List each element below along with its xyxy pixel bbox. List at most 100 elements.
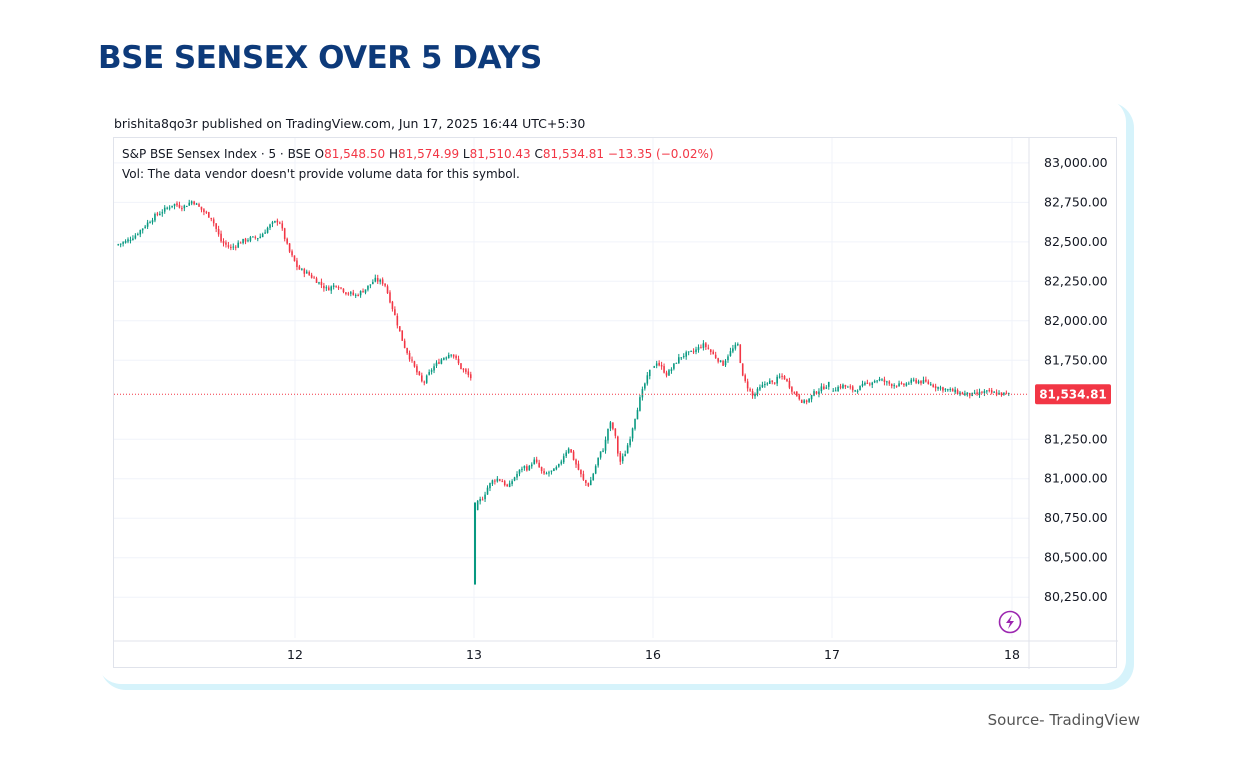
candle [639, 397, 641, 411]
candle [839, 386, 842, 388]
candle [340, 287, 342, 289]
candle [925, 379, 927, 382]
candle [932, 384, 934, 387]
candle [599, 451, 602, 458]
candle [1005, 392, 1008, 394]
candle [203, 209, 205, 212]
candle [372, 282, 374, 285]
candle [433, 366, 435, 371]
candle [827, 381, 830, 387]
candle [413, 361, 416, 367]
candle [438, 362, 440, 364]
candle [396, 315, 399, 326]
candle [283, 228, 286, 239]
candle [612, 422, 614, 429]
candle [993, 391, 995, 393]
candle [227, 245, 230, 247]
candle [166, 207, 168, 209]
candle [756, 388, 759, 394]
candle [185, 206, 188, 208]
candle [707, 347, 710, 349]
candle [917, 381, 920, 384]
candle [384, 283, 386, 286]
candle [859, 385, 861, 391]
candle [501, 481, 504, 483]
candle [425, 375, 428, 383]
candle [634, 419, 636, 429]
candle [741, 363, 744, 376]
candle [247, 240, 249, 242]
candle [665, 372, 668, 376]
candle [653, 366, 656, 368]
candle [687, 351, 690, 353]
candle [447, 354, 450, 359]
candle [729, 351, 732, 356]
candle [644, 383, 646, 389]
candle [685, 352, 687, 357]
candle [947, 389, 949, 391]
candle [183, 205, 186, 209]
candle [481, 499, 484, 501]
candle [910, 379, 913, 383]
candle [555, 467, 558, 470]
candle [961, 392, 964, 395]
candle [976, 392, 978, 395]
candle [617, 436, 619, 454]
candle [526, 466, 528, 471]
candle [212, 219, 215, 224]
candle [137, 234, 139, 236]
candle [195, 203, 198, 205]
candle [692, 351, 695, 353]
candle [966, 392, 969, 395]
candle [244, 238, 247, 242]
candle [983, 391, 986, 394]
candle [489, 483, 491, 489]
candle [198, 204, 200, 207]
candle [239, 242, 242, 244]
candle [252, 236, 254, 238]
candle [418, 371, 421, 376]
candle [144, 226, 146, 228]
candle [503, 481, 506, 486]
candle [866, 382, 869, 384]
candle [705, 343, 707, 348]
candle [670, 369, 673, 372]
candle [391, 301, 394, 310]
candle [261, 234, 264, 238]
candle [149, 222, 151, 224]
candle [469, 374, 472, 379]
y-tick-label: 82,000.00 [1044, 313, 1108, 328]
candle [303, 269, 306, 274]
candle [205, 211, 208, 213]
candle [467, 371, 470, 375]
candle [823, 386, 825, 390]
candle [411, 359, 413, 361]
candle [560, 461, 563, 464]
lightning-bolt [1006, 615, 1014, 629]
candle [256, 238, 259, 240]
candle [727, 356, 729, 361]
candle [771, 380, 774, 383]
candle [658, 362, 660, 366]
candle [332, 285, 335, 288]
candle [614, 428, 617, 436]
candle [810, 395, 813, 400]
candlestick-chart[interactable]: 83,000.00 82,750.00 82,500.00 82,250.00 82,0… [114, 138, 1118, 669]
candle [714, 354, 717, 358]
candle [193, 201, 195, 205]
candle [973, 392, 976, 394]
candle [629, 439, 631, 446]
candle [818, 391, 820, 394]
publish-info: brishita8qo3r published on TradingView.c… [114, 116, 586, 131]
candle [820, 386, 823, 392]
candle [141, 228, 144, 231]
candle [428, 372, 430, 375]
candle [878, 379, 881, 381]
candle [139, 230, 142, 235]
candle [589, 480, 592, 486]
candle [675, 362, 678, 364]
candle [281, 223, 284, 229]
candle [528, 465, 531, 471]
chart-frame[interactable]: 83,000.00 82,750.00 82,500.00 82,250.00 82,0… [113, 137, 1118, 669]
candle [700, 347, 702, 349]
